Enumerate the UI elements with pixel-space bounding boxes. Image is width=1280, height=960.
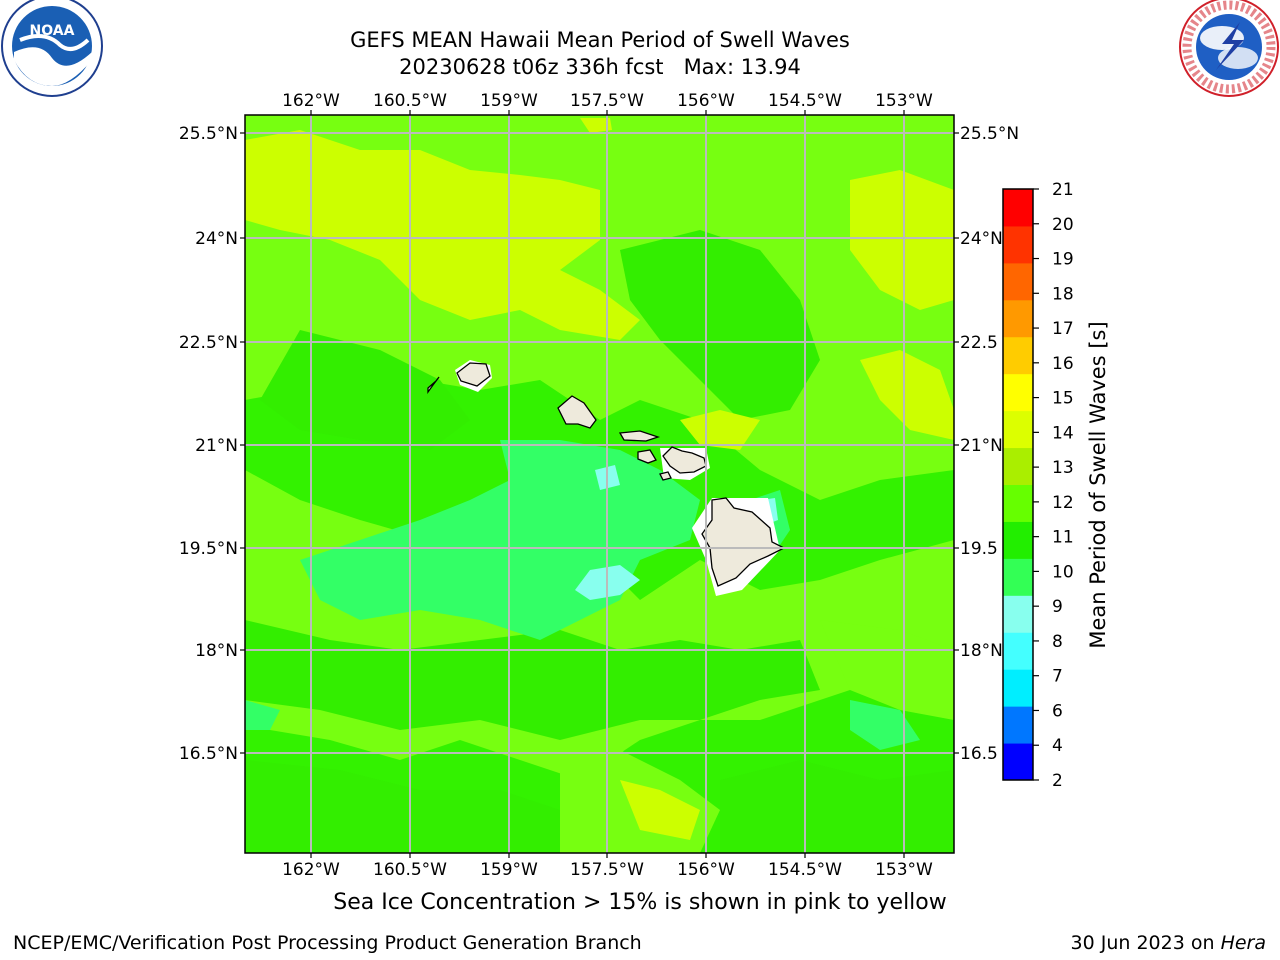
- lat-tick-label: 22.5: [960, 333, 998, 353]
- footer-credit: NCEP/EMC/Verification Post Processing Pr…: [13, 932, 642, 954]
- footer-date: 30 Jun 2023 on Hera: [1071, 932, 1266, 954]
- map-frame: [244, 114, 955, 854]
- lon-tick-label: 159°W: [480, 91, 538, 111]
- lon-tick-label: 154.5°W: [768, 860, 842, 880]
- lon-tick-label: 162°W: [282, 860, 340, 880]
- map-ticks: [240, 110, 959, 858]
- colorbar-segment: [1003, 743, 1033, 781]
- island-molokai: [618, 430, 661, 442]
- lat-labels-right: 25.5°N 24°N 22.5 21°N 19.5 18°N 16.5: [960, 124, 1019, 764]
- lat-tick-label: 21°N: [195, 436, 238, 456]
- noaa-logo: NOAA: [1, 0, 103, 97]
- colorbar-tick-labels: 2 4 6 7 8 9 10 11 12 13 14 15 16 17 18 19 20 21: [1033, 180, 1074, 791]
- colorbar-tick-label: 2: [1052, 771, 1063, 791]
- nws-logo: [1179, 0, 1279, 97]
- lon-tick-label: 157.5°W: [570, 860, 644, 880]
- colorbar-tick-label: 14: [1052, 423, 1074, 443]
- island-niihau: [427, 376, 440, 395]
- colorbar-tick-label: 7: [1052, 667, 1063, 687]
- colorbar-frame: [1002, 188, 1034, 781]
- lat-tick-label: 18°N: [195, 641, 238, 661]
- lat-tick-label: 19.5: [960, 539, 998, 559]
- footer-machine: Hera: [1220, 932, 1266, 954]
- colorbar-tick-label: 19: [1052, 250, 1074, 270]
- sea-ice-note: Sea Ice Concentration > 15% is shown in …: [333, 890, 947, 915]
- colorbar-tick-label: 16: [1052, 354, 1074, 374]
- band-13-14: [245, 118, 954, 840]
- colorbar-segment: [1003, 595, 1033, 633]
- lat-tick-label: 21°N: [960, 436, 1003, 456]
- lat-tick-label: 19.5°N: [179, 539, 238, 559]
- island-kauai: [456, 362, 491, 387]
- lon-tick-label: 160.5°W: [373, 860, 447, 880]
- colorbar-tick-label: 18: [1052, 284, 1074, 304]
- colorbar-tick-label: 20: [1052, 215, 1074, 235]
- noaa-logo-text: NOAA: [30, 23, 75, 39]
- island-lanai: [637, 449, 657, 464]
- colorbar-tick-label: 9: [1052, 597, 1063, 617]
- colorbar-tick-label: 17: [1052, 319, 1074, 339]
- lon-labels-top: 162°W 160.5°W 159°W 157.5°W 156°W 154.5°…: [282, 91, 933, 111]
- lon-tick-label: 159°W: [480, 860, 538, 880]
- colorbar-segment: [1003, 373, 1033, 412]
- lat-tick-label: 16.5°N: [179, 744, 238, 764]
- map-subtitle: 20230628 t06z 336h fcst Max: 13.94: [399, 55, 801, 79]
- colorbar-tick-label: 4: [1052, 736, 1063, 756]
- colorbar-segment: [1003, 225, 1033, 264]
- lon-labels-bottom: 162°W 160.5°W 159°W 157.5°W 156°W 154.5°…: [282, 860, 933, 880]
- colorbar-tick-label: 8: [1052, 632, 1063, 652]
- lon-tick-label: 156°W: [677, 91, 735, 111]
- lat-tick-label: 18°N: [960, 641, 1003, 661]
- footer-date-text: 30 Jun 2023 on: [1070, 932, 1221, 954]
- lon-tick-label: 160.5°W: [373, 91, 447, 111]
- colorbar: [1002, 188, 1034, 781]
- colorbar-label: Mean Period of Swell Waves [s]: [1086, 321, 1110, 648]
- lat-tick-label: 22.5°N: [179, 333, 238, 353]
- colorbar-segment: [1003, 558, 1033, 596]
- lon-tick-label: 154.5°W: [768, 91, 842, 111]
- lon-tick-label: 157.5°W: [570, 91, 644, 111]
- swell-period-field: [245, 115, 954, 853]
- colorbar-tick-label: 21: [1052, 180, 1074, 200]
- graticule: [245, 115, 954, 853]
- colorbar-segment: [1003, 632, 1033, 670]
- colorbar-tick-label: 12: [1052, 493, 1074, 513]
- colorbar-segment: [1003, 189, 1033, 227]
- colorbar-tick-label: 11: [1052, 528, 1074, 548]
- colorbar-segment: [1003, 336, 1033, 375]
- colorbar-segment: [1003, 410, 1033, 449]
- lon-tick-label: 153°W: [875, 860, 933, 880]
- lon-tick-label: 153°W: [875, 91, 933, 111]
- colorbar-segment: [1003, 299, 1033, 338]
- colorbar-tick-label: 13: [1052, 458, 1074, 478]
- colorbar-tick-label: 10: [1052, 562, 1074, 582]
- lon-tick-label: 162°W: [282, 91, 340, 111]
- lat-tick-label: 25.5°N: [960, 124, 1019, 144]
- colorbar-tick-label: 15: [1052, 389, 1074, 409]
- colorbar-segment: [1003, 447, 1033, 485]
- lon-tick-label: 156°W: [677, 860, 735, 880]
- colorbar-segment: [1003, 669, 1033, 707]
- colorbar-segment: [1003, 262, 1033, 301]
- colorbar-segment: [1003, 484, 1033, 522]
- lat-tick-label: 24°N: [195, 229, 238, 249]
- lat-tick-label: 25.5°N: [179, 124, 238, 144]
- island-kahoolawe: [659, 471, 672, 481]
- lat-labels-left: 25.5°N 24°N 22.5°N 21°N 19.5°N 18°N 16.5…: [179, 124, 238, 764]
- lat-tick-label: 24°N: [960, 229, 1003, 249]
- colorbar-tick-label: 6: [1052, 701, 1063, 721]
- map-title: GEFS MEAN Hawaii Mean Period of Swell Wa…: [350, 28, 850, 52]
- island-oahu: [557, 395, 597, 429]
- lat-tick-label: 16.5: [960, 744, 998, 764]
- colorbar-segment: [1003, 706, 1033, 744]
- colorbar-segment: [1003, 521, 1033, 559]
